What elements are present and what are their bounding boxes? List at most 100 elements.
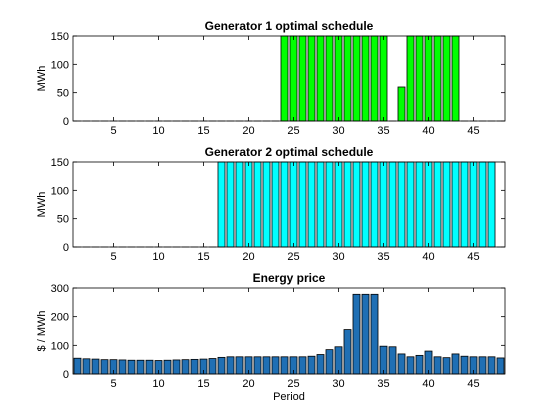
- bar-38: [406, 161, 415, 248]
- x-tick-label: 10: [152, 251, 164, 263]
- bar-14: [190, 358, 199, 375]
- y-tick-label: 150: [51, 31, 69, 43]
- bar-31: [343, 329, 352, 375]
- bar-47: [487, 356, 496, 375]
- bar-35: [379, 345, 388, 375]
- bar-7: [127, 359, 136, 375]
- x-tick-label: 40: [422, 125, 434, 137]
- x-tick-label: 45: [467, 125, 479, 137]
- chart-title: Generator 2 optimal schedule: [205, 145, 374, 159]
- bar-28: [316, 161, 325, 248]
- x-tick-label: 30: [332, 125, 344, 137]
- bar-31: [343, 161, 352, 248]
- bar-27: [307, 35, 316, 122]
- bar-22: [262, 356, 271, 375]
- x-tick-label: 10: [152, 125, 164, 137]
- y-tick-label: 50: [57, 88, 69, 100]
- bar-35: [379, 35, 388, 122]
- x-tick-label: 40: [422, 378, 434, 390]
- bar-28: [316, 354, 325, 375]
- bar-33: [361, 293, 370, 375]
- bar-41: [433, 356, 442, 375]
- x-tick-label: 45: [467, 251, 479, 263]
- y-tick-label: 100: [51, 59, 69, 71]
- bar-23: [271, 356, 280, 375]
- x-tick-label: 20: [242, 125, 254, 137]
- bar-4: [100, 359, 109, 375]
- bar-26: [298, 35, 307, 122]
- chart-title: Energy price: [253, 271, 326, 285]
- bar-29: [325, 35, 334, 122]
- bar-27: [307, 161, 316, 248]
- y-tick-label: 0: [63, 242, 69, 254]
- x-tick-label: 25: [287, 251, 299, 263]
- y-axis-label: $ / MWh: [36, 311, 48, 352]
- y-tick-label: 100: [51, 340, 69, 352]
- x-tick-label: 15: [197, 378, 209, 390]
- axes-box: [72, 287, 506, 375]
- bar-35: [379, 161, 388, 248]
- bar-38: [406, 356, 415, 375]
- bar-1: [73, 357, 82, 375]
- bar-30: [334, 161, 343, 248]
- plot-area: [73, 162, 505, 247]
- bar-17: [217, 356, 226, 375]
- bar-23: [271, 161, 280, 248]
- bar-29: [325, 161, 334, 248]
- x-tick-label: 25: [287, 378, 299, 390]
- bar-45: [469, 161, 478, 248]
- x-tick-label: 40: [422, 251, 434, 263]
- bar-33: [361, 161, 370, 248]
- bar-41: [433, 161, 442, 248]
- bar-44: [460, 161, 469, 248]
- bar-24: [280, 35, 289, 122]
- bar-8: [136, 359, 145, 375]
- bar-16: [208, 358, 217, 375]
- bar-13: [181, 359, 190, 375]
- x-axis-label: Period: [273, 391, 305, 403]
- x-tick-label: 10: [152, 378, 164, 390]
- bar-42: [442, 357, 451, 375]
- bar-25: [289, 35, 298, 122]
- x-tick-label: 15: [197, 125, 209, 137]
- bar-24: [280, 356, 289, 375]
- x-tick-label: 20: [242, 378, 254, 390]
- bar-21: [253, 161, 262, 248]
- bar-37: [397, 353, 406, 375]
- plot-area: [73, 288, 505, 374]
- bar-26: [298, 161, 307, 248]
- bar-29: [325, 349, 334, 375]
- y-tick-label: 300: [51, 283, 69, 295]
- bar-12: [172, 359, 181, 375]
- bar-40: [424, 161, 433, 248]
- bar-38: [406, 35, 415, 122]
- bar-46: [478, 356, 487, 375]
- bar-44: [460, 355, 469, 375]
- x-tick-label: 20: [242, 251, 254, 263]
- y-tick-label: 0: [63, 369, 69, 381]
- chart-panel-1: 5 10 15 20 25 30 35 40 45 0 50 100 150 Generator 1 op…: [36, 19, 506, 137]
- bar-34: [370, 293, 379, 375]
- bar-30: [334, 346, 343, 375]
- bar-41: [433, 35, 442, 122]
- bar-46: [478, 161, 487, 248]
- chart-panel-3: 5 10 15 20 25 30 35 40 45 0 100 200 300 Energy price $…: [36, 271, 506, 403]
- x-tick-label: 15: [197, 251, 209, 263]
- bar-30: [334, 35, 343, 122]
- bar-32: [352, 35, 361, 122]
- bar-19: [235, 161, 244, 248]
- x-tick-label: 5: [110, 125, 116, 137]
- bar-43: [451, 353, 460, 375]
- bar-32: [352, 293, 361, 375]
- bar-36: [388, 161, 397, 248]
- axes-box: [72, 35, 506, 122]
- bar-39: [415, 161, 424, 248]
- bar-37: [397, 161, 406, 248]
- x-tick-label: 45: [467, 378, 479, 390]
- y-tick-label: 200: [51, 312, 69, 324]
- bar-39: [415, 35, 424, 122]
- bar-3: [91, 358, 100, 375]
- y-tick-label: 50: [57, 214, 69, 226]
- bar-31: [343, 35, 352, 122]
